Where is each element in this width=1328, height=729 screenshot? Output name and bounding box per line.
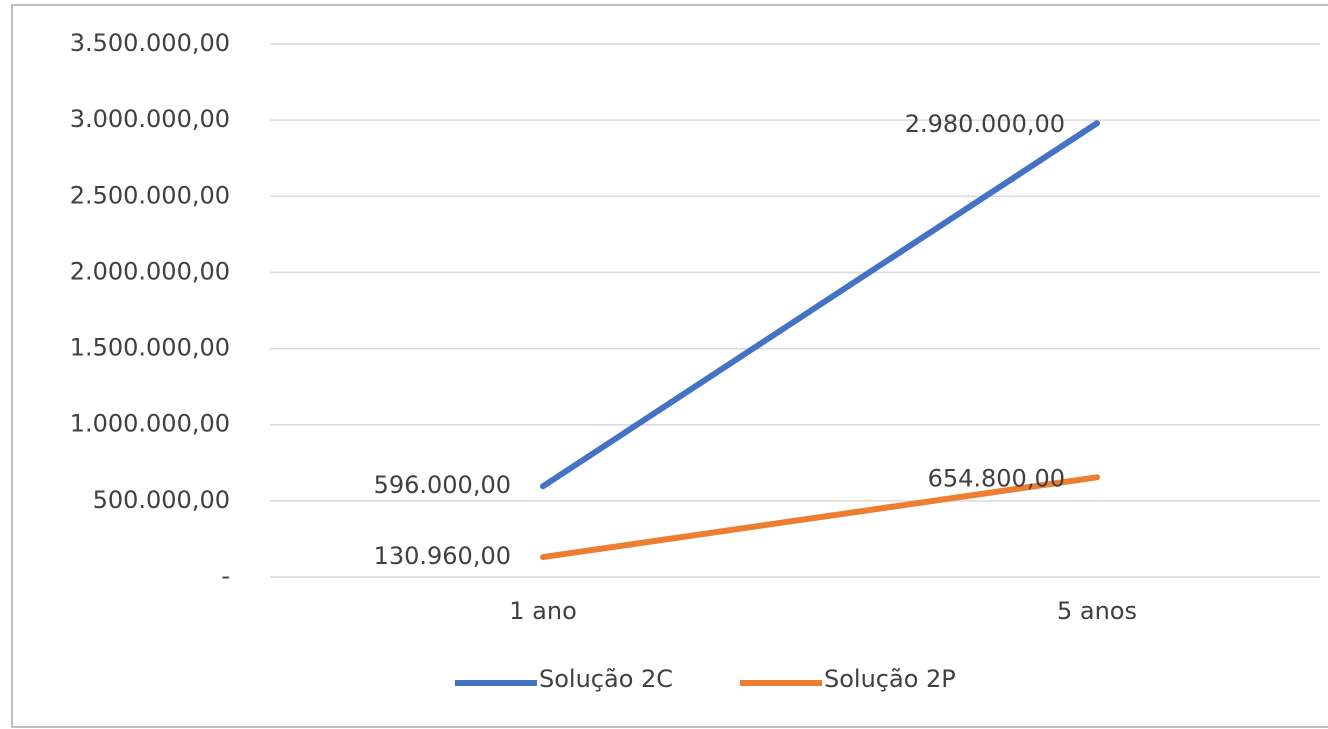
y-tick-label: 3.000.000,00 xyxy=(70,105,230,133)
series-line xyxy=(540,120,1100,490)
y-tick-label: 3.500.000,00 xyxy=(70,29,230,57)
y-tick-label: 500.000,00 xyxy=(93,486,230,514)
x-tick-label: 5 anos xyxy=(1057,597,1137,625)
legend-label: Solução 2P xyxy=(824,665,956,693)
data-label: 2.980.000,00 xyxy=(905,110,1065,138)
y-tick-label: 2.000.000,00 xyxy=(70,257,230,285)
data-label: 596.000,00 xyxy=(374,471,511,499)
chart-frame xyxy=(11,4,1328,728)
y-tick-label: - xyxy=(221,562,230,590)
series-line xyxy=(540,474,1100,561)
y-tick-label: 1.500.000,00 xyxy=(70,334,230,362)
y-tick-label: 2.500.000,00 xyxy=(70,181,230,209)
legend-label: Solução 2C xyxy=(539,665,673,693)
data-label: 130.960,00 xyxy=(374,542,511,570)
y-tick-label: 1.000.000,00 xyxy=(70,410,230,438)
data-label: 654.800,00 xyxy=(928,464,1065,492)
x-tick-label: 1 ano xyxy=(509,597,577,625)
